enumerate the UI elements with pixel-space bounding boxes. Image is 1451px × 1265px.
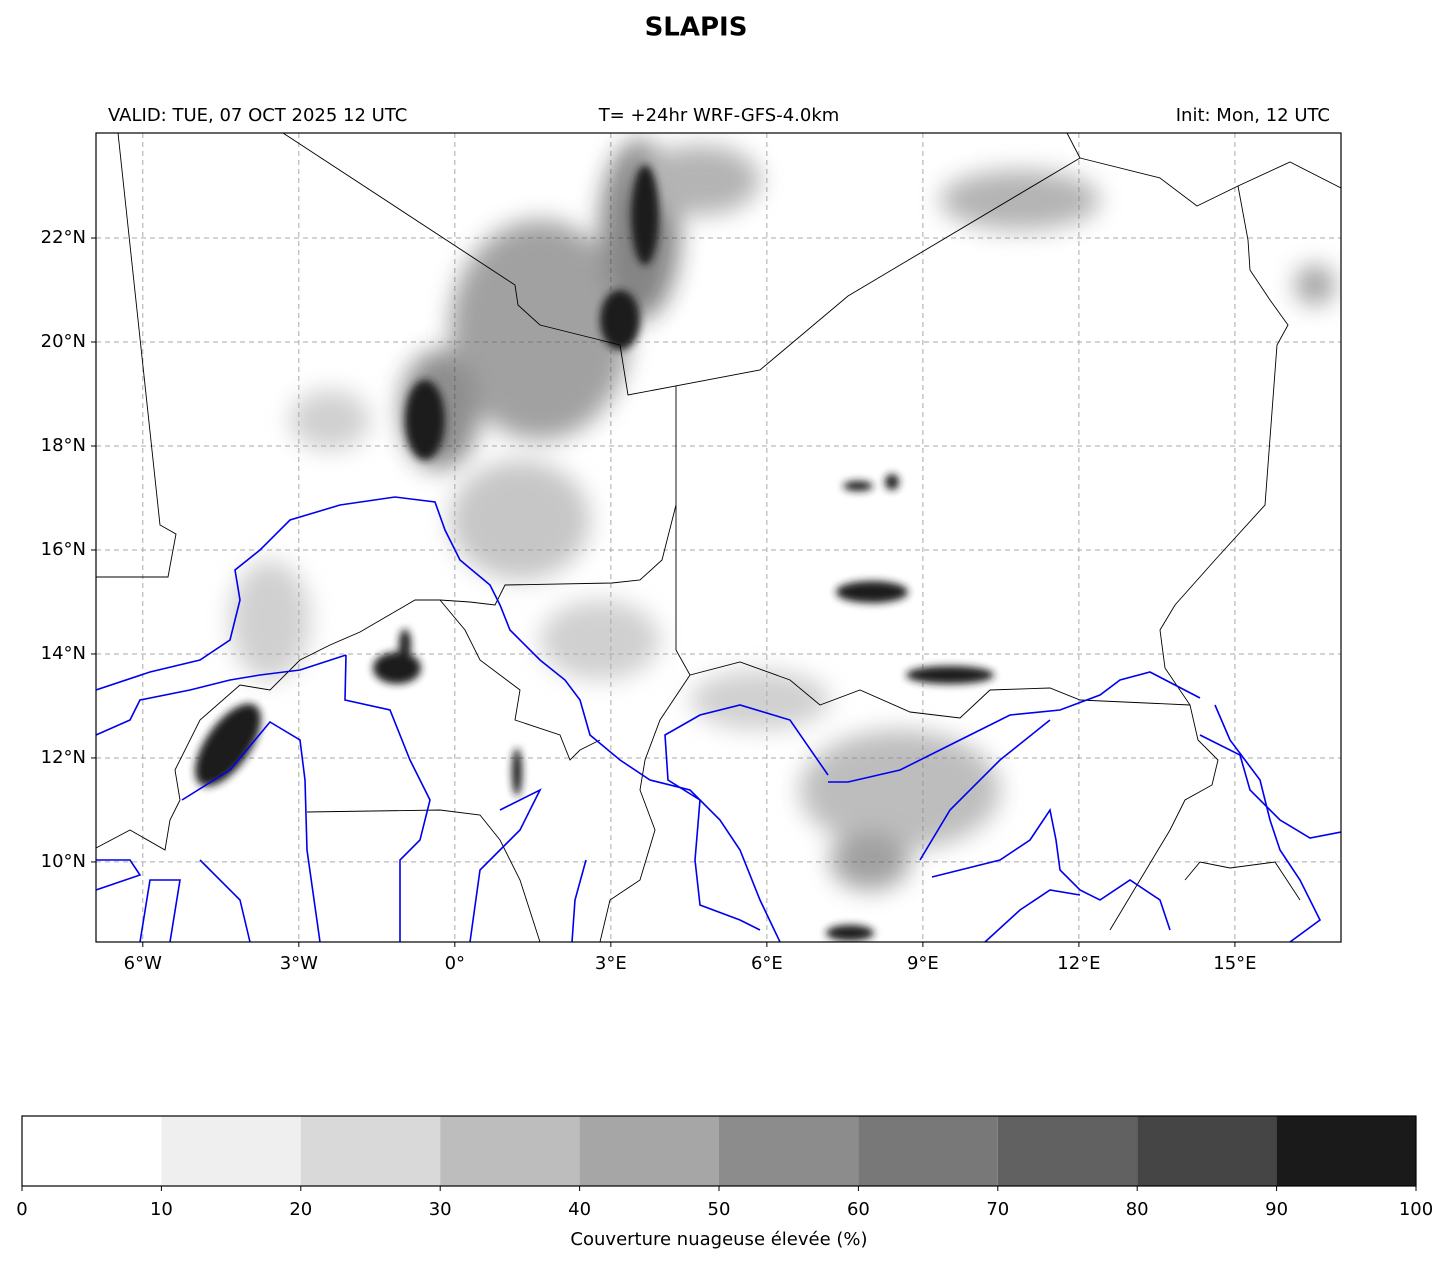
cloud-cores bbox=[195, 165, 994, 941]
y-tick-label: 10°N bbox=[41, 851, 86, 872]
cloud-cover bbox=[230, 140, 1335, 890]
colorbar-swatch bbox=[161, 1116, 301, 1186]
y-tick-label: 16°N bbox=[41, 539, 86, 560]
y-tick-label: 22°N bbox=[41, 227, 86, 248]
colorbar-swatch bbox=[1137, 1116, 1277, 1186]
colorbar-tick-label: 30 bbox=[429, 1199, 452, 1220]
colorbar-swatch bbox=[300, 1116, 441, 1186]
colorbar-label: Couverture nuageuse élevée (%) bbox=[570, 1229, 867, 1250]
colorbar-swatch bbox=[997, 1116, 1138, 1186]
map bbox=[96, 133, 1341, 942]
x-tick-label: 15°E bbox=[1213, 953, 1256, 974]
colorbar-swatch bbox=[22, 1116, 162, 1186]
colorbar-swatch bbox=[858, 1116, 998, 1186]
colorbar-swatch bbox=[719, 1116, 859, 1186]
colorbar-tick-label: 70 bbox=[986, 1199, 1009, 1220]
colorbar-tick-label: 80 bbox=[1126, 1199, 1149, 1220]
colorbar: 0 10 20 30 40 50 60 70 80 90 100 bbox=[16, 1115, 1433, 1220]
colorbar-tick-label: 0 bbox=[16, 1199, 27, 1220]
x-tick-label: 6°W bbox=[124, 953, 162, 974]
borders bbox=[96, 133, 1341, 942]
colorbar-tick-label: 20 bbox=[289, 1199, 312, 1220]
x-tick-label: 3°W bbox=[280, 953, 318, 974]
x-tick-label: 0° bbox=[445, 953, 465, 974]
colorbar-tick-label: 90 bbox=[1265, 1199, 1288, 1220]
colorbar-tick-label: 100 bbox=[1399, 1199, 1433, 1220]
y-tick-label: 20°N bbox=[41, 331, 86, 352]
colorbar-tick-label: 50 bbox=[708, 1199, 731, 1220]
rivers bbox=[96, 496, 1341, 942]
colorbar-tick-label: 40 bbox=[568, 1199, 591, 1220]
x-tick-label: 3°E bbox=[595, 953, 627, 974]
x-tick-label: 12°E bbox=[1057, 953, 1100, 974]
run-info: T= +24hr WRF-GFS-4.0km bbox=[598, 105, 840, 126]
init-time: Init: Mon, 12 UTC bbox=[1176, 105, 1330, 126]
x-tick-label: 6°E bbox=[751, 953, 783, 974]
map-frame bbox=[95, 132, 1342, 943]
colorbar-tick-label: 10 bbox=[150, 1199, 173, 1220]
colorbar-swatch bbox=[440, 1116, 580, 1186]
title: SLAPIS bbox=[645, 13, 748, 43]
y-tick-label: 14°N bbox=[41, 643, 86, 664]
y-tick-label: 12°N bbox=[41, 747, 86, 768]
valid-time: VALID: TUE, 07 OCT 2025 12 UTC bbox=[108, 105, 407, 126]
grid bbox=[96, 133, 1341, 942]
map-ticks: 6°W 3°W 0° 3°E 6°E 9°E 12°E 15°E 10°N 12°N 14°N 16°… bbox=[41, 227, 1257, 974]
y-tick-label: 18°N bbox=[41, 435, 86, 456]
x-tick-label: 9°E bbox=[907, 953, 939, 974]
colorbar-tick-label: 60 bbox=[847, 1199, 870, 1220]
colorbar-swatch bbox=[579, 1116, 719, 1186]
colorbar-swatch bbox=[1276, 1116, 1416, 1186]
